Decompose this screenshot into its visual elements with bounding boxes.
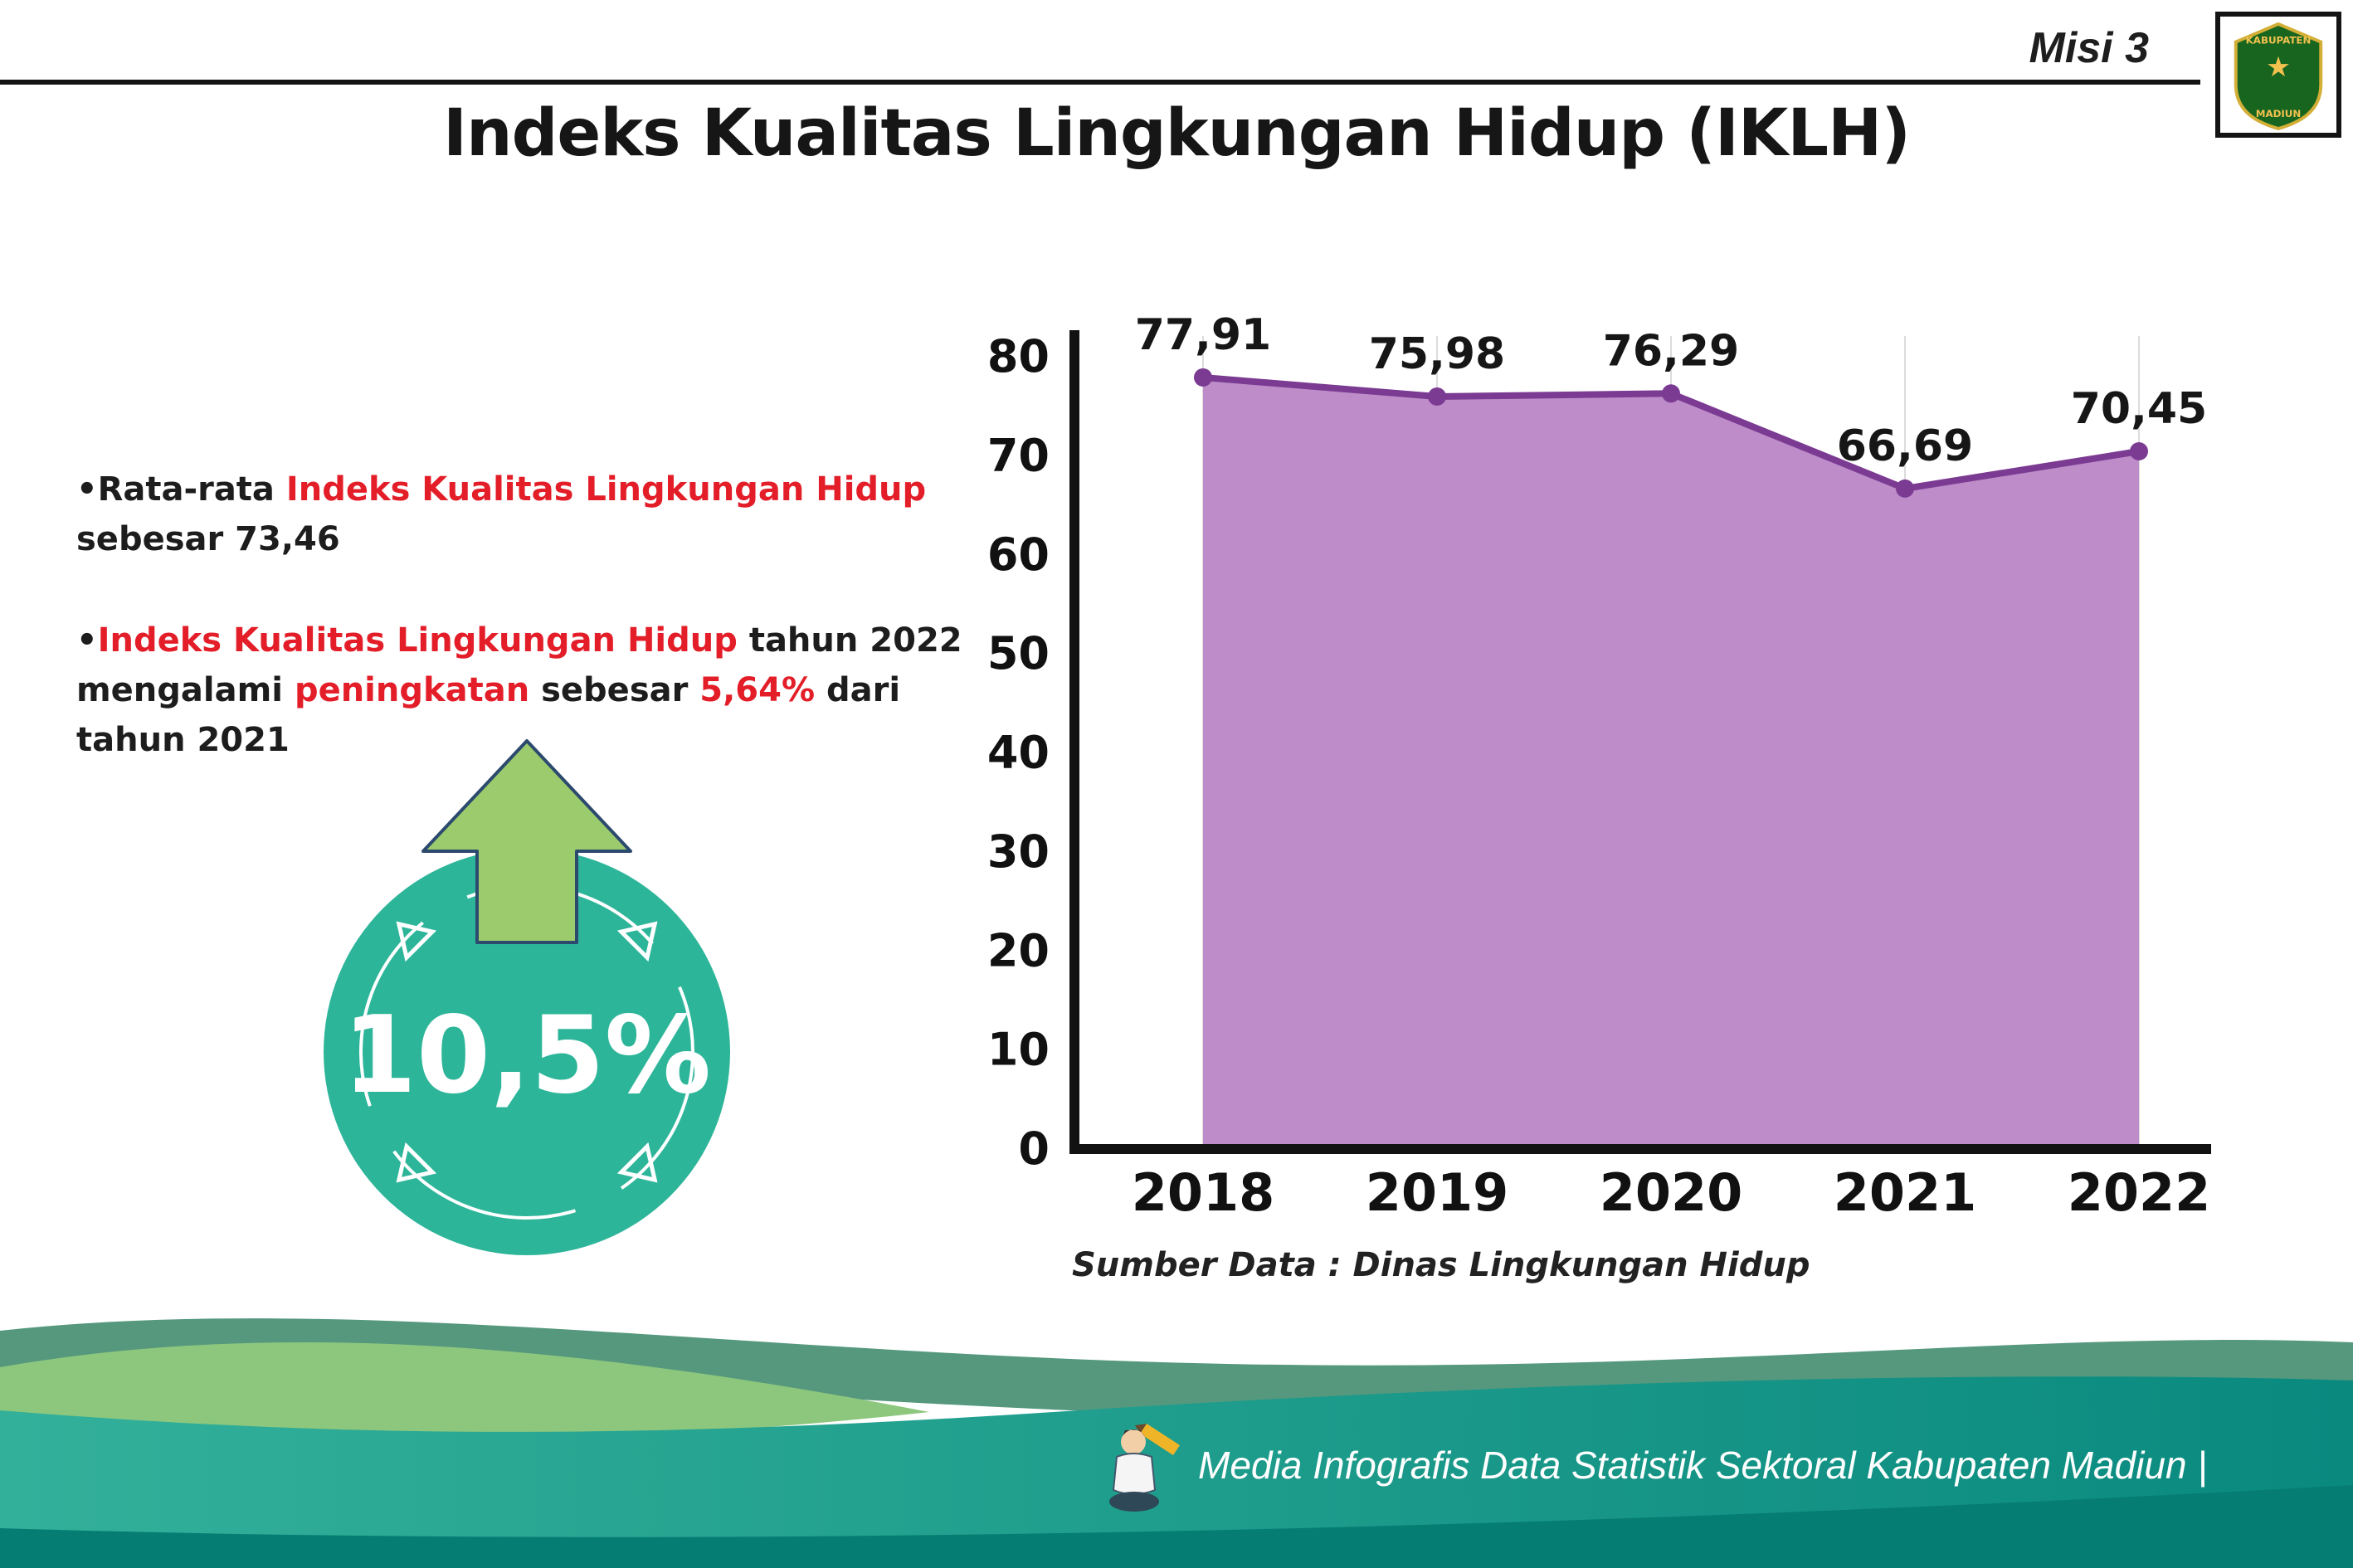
y-tick-label: 10: [987, 1024, 1050, 1076]
page-title: Indeks Kualitas Lingkungan Hidup (IKLH): [443, 96, 1911, 171]
footer-credit-text: Media Infografis Data Statistik Sektoral…: [1198, 1444, 2208, 1487]
point-value-label: 77,91: [1135, 310, 1271, 360]
y-tick-label: 80: [987, 330, 1050, 382]
bullet1-text-2: sebesar 73,46: [76, 520, 340, 558]
badge-ring-triangle: [616, 1142, 658, 1183]
y-tick-label: 70: [987, 429, 1050, 481]
x-category-label: 2022: [2068, 1162, 2211, 1223]
y-tick-label: 60: [987, 528, 1050, 581]
area-fill: [1203, 377, 2139, 1150]
mascot-icon: [1109, 1424, 1180, 1512]
data-point: [1662, 384, 1680, 403]
iklh-chart-container: 77,91 75,98 76,29 66,69 70,45 0 10 20 30 40 50 60 70…: [929, 307, 2224, 1244]
point-value-label: 66,69: [1837, 421, 1973, 471]
kabupaten-madiun-logo-icon: KABUPATEN ★ MADIUN: [2234, 22, 2323, 130]
y-tick-label: 50: [987, 627, 1050, 679]
y-tick-label: 20: [987, 924, 1050, 976]
x-category-label: 2020: [1600, 1162, 1743, 1223]
footer-wave-bottom-strip: [0, 1485, 2353, 1568]
badge-ring-triangle: [616, 921, 658, 962]
misi-label: Misi 3: [2029, 24, 2150, 72]
bullet-increase-2022: •Indeks Kualitas Lingkungan Hidup tahun …: [76, 616, 1001, 765]
bullet2-text-5: dari tahun 2021: [76, 671, 901, 759]
badge-percentage: 10,5%: [343, 994, 711, 1118]
kabupaten-madiun-logo-box: KABUPATEN ★ MADIUN: [2215, 12, 2341, 138]
bullet-marker: •: [76, 470, 98, 509]
logo-star-icon: ★: [2266, 51, 2291, 83]
bullet1-text-0: Rata-rata: [97, 470, 286, 509]
footer-waves: [0, 1318, 2353, 1568]
logo-shield: [2234, 22, 2323, 130]
point-value-label: 75,98: [1369, 329, 1505, 379]
iklh-area-chart: 77,91 75,98 76,29 66,69 70,45 0 10 20 30 40 50 60 70…: [987, 310, 2211, 1223]
data-point: [1896, 479, 1914, 498]
data-point: [2130, 442, 2148, 461]
bullet2-text-1: tahun 2022 mengalami: [76, 621, 962, 709]
point-value-label: 76,29: [1603, 326, 1739, 376]
y-tick-label: 0: [1018, 1122, 1050, 1175]
footer-credit: Media Infografis Data Statistik Sektoral…: [1103, 1417, 2207, 1513]
x-category-label: 2018: [1132, 1162, 1275, 1223]
badge-ring-triangle: [396, 1142, 437, 1183]
bullet1-text-1: Indeks Kualitas Lingkungan Hidup: [285, 470, 927, 509]
data-point: [1194, 368, 1212, 387]
data-source-note: Sumber Data : Dinas Lingkungan Hidup: [1072, 1246, 1810, 1284]
bullet2-text-3: sebesar: [529, 671, 700, 709]
x-category-label: 2019: [1366, 1162, 1509, 1223]
increase-badge: 10,5%: [324, 739, 730, 1255]
up-arrow-icon: [421, 739, 632, 944]
logo-bottom-text: MADIUN: [2256, 108, 2302, 119]
bullet2-text-4: 5,64%: [699, 671, 816, 709]
header-divider: [0, 80, 2200, 85]
y-tick-label: 30: [987, 825, 1050, 878]
pencil-icon: [1140, 1424, 1180, 1455]
x-category-label: 2021: [1834, 1162, 1977, 1223]
badge-ring-triangle: [396, 921, 437, 962]
point-value-label: 70,45: [2071, 384, 2207, 434]
bullet-marker: •: [76, 621, 98, 660]
bullet2-text-0: Indeks Kualitas Lingkungan Hidup: [97, 621, 738, 660]
data-point: [1428, 387, 1446, 406]
logo-top-text: KABUPATEN: [2246, 35, 2312, 46]
badge-circle: [324, 849, 730, 1255]
y-tick-label: 40: [987, 727, 1050, 779]
bullet2-text-2: peningkatan: [294, 671, 530, 709]
bullet-average-iklh: •Rata-rata Indeks Kualitas Lingkungan Hi…: [76, 465, 1001, 564]
